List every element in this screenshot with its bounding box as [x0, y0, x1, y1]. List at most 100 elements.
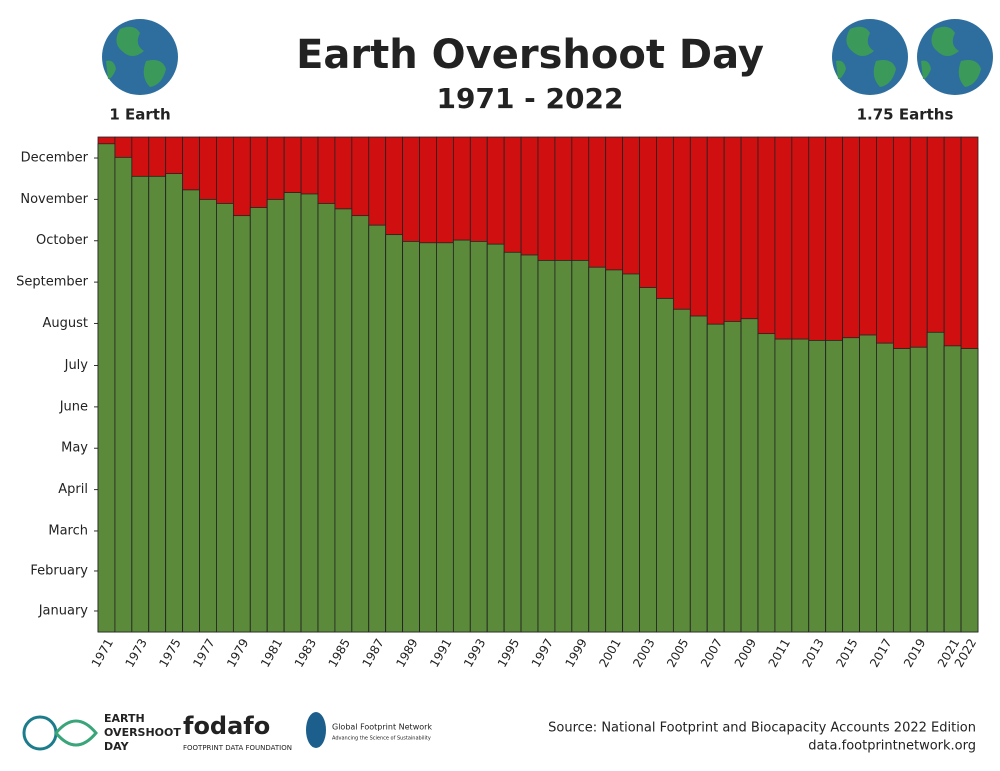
bar	[469, 241, 488, 633]
y-tick-label: March	[48, 523, 88, 538]
x-tick-label: 2011	[766, 636, 793, 669]
bar	[706, 323, 725, 633]
y-tick-label: May	[61, 441, 88, 456]
x-tick-label: 1975	[156, 636, 183, 669]
bar	[351, 215, 370, 633]
source: data.footprintnetwork.org	[808, 739, 976, 754]
bar	[859, 334, 877, 633]
x-tick-label: 1971	[89, 636, 116, 669]
logos: EARTH OVERSHOOT DAY fodafo FOOTPRINT DAT…	[22, 712, 432, 753]
bar	[452, 239, 471, 633]
bar	[368, 224, 387, 633]
x-tick-label: 2017	[867, 636, 894, 669]
x-tick-label: 2007	[698, 636, 725, 669]
x-tick-label: 2005	[664, 636, 691, 669]
logo-text: OVERSHOOT	[104, 726, 181, 739]
y-tick-label: October	[36, 233, 89, 248]
bar	[774, 338, 793, 633]
bar	[943, 345, 962, 633]
x-tick-label: 1979	[224, 636, 251, 669]
chart-subtitle: 1971 - 2022	[437, 82, 624, 115]
bar	[419, 242, 437, 633]
bar	[503, 251, 522, 633]
bar	[334, 208, 353, 633]
bar	[605, 269, 624, 633]
bar	[537, 260, 556, 633]
bar	[639, 287, 657, 633]
bar	[926, 331, 945, 633]
x-tick-label: 1993	[461, 636, 488, 669]
y-tick-label: February	[30, 563, 88, 578]
bar	[182, 189, 200, 633]
x-tick-label: 1985	[326, 636, 353, 669]
bar	[876, 342, 894, 633]
y-tick-label: July	[64, 358, 89, 373]
bar	[825, 340, 844, 633]
x-tick-label: 1995	[495, 636, 522, 669]
source: Source: National Footprint and Biocapaci…	[548, 721, 976, 736]
x-tick-label: 1987	[359, 636, 386, 669]
y-tick-label: November	[20, 192, 88, 207]
logo-text: EARTH	[104, 712, 145, 725]
x-tick-label: 1973	[123, 636, 150, 669]
bar	[131, 175, 150, 633]
bar	[486, 243, 505, 633]
globe	[832, 19, 908, 95]
bar	[249, 207, 268, 633]
bar	[808, 340, 827, 633]
y-tick-label: September	[16, 275, 89, 290]
x-tick-label: 1977	[190, 636, 217, 669]
bar	[757, 333, 776, 633]
plot: January February March April May June July Augu…	[16, 136, 979, 670]
bar	[689, 315, 708, 633]
bar	[317, 203, 336, 633]
x-tick-label: 2001	[596, 636, 623, 669]
logo-text: fodafo	[183, 712, 270, 740]
bar	[436, 242, 454, 633]
x-tick-label: 1997	[529, 636, 556, 669]
x-tick-label: 1999	[563, 636, 590, 669]
chart-title: Earth Overshoot Day	[296, 32, 764, 78]
x-tick-label: 2015	[833, 636, 860, 669]
bar	[622, 273, 640, 633]
annotation: 1.75 Earths	[857, 106, 954, 124]
x-tick-label: 1981	[258, 636, 285, 669]
x-tick-label: 1983	[292, 636, 319, 669]
bar	[571, 260, 590, 633]
bar	[402, 241, 420, 633]
x-tick-label: 2013	[799, 636, 826, 669]
logo-text: DAY	[104, 740, 130, 753]
bar	[148, 175, 167, 633]
globe	[102, 19, 178, 95]
bar	[216, 203, 234, 633]
x-tick-label: 2019	[901, 636, 928, 669]
bar	[672, 308, 691, 633]
bar	[723, 321, 742, 633]
y-tick-label: June	[59, 399, 88, 414]
logo-text: FOOTPRINT DATA FOUNDATION	[183, 744, 292, 752]
bar	[554, 260, 573, 633]
y-tick-label: January	[38, 603, 89, 618]
bar	[385, 234, 404, 633]
bar	[892, 348, 911, 633]
y-tick-label: April	[58, 482, 88, 497]
annotation: 1 Earth	[109, 106, 170, 124]
bar	[97, 143, 116, 633]
x-tick-label: 1989	[393, 636, 420, 669]
bar	[791, 338, 810, 633]
x-tick-label: 2003	[630, 636, 657, 669]
bar	[740, 318, 759, 633]
logo-text: Advancing the Science of Sustainability	[332, 736, 431, 742]
x-tick-label: 1991	[427, 636, 454, 669]
bar	[960, 348, 979, 633]
x-tick-label: 2009	[732, 636, 759, 669]
bar	[300, 193, 319, 633]
bar	[232, 215, 251, 633]
bar	[266, 198, 285, 633]
y-tick-label: August	[43, 316, 89, 331]
bar	[520, 254, 539, 633]
bar	[588, 266, 607, 633]
bar	[842, 337, 860, 633]
bar	[656, 297, 674, 633]
